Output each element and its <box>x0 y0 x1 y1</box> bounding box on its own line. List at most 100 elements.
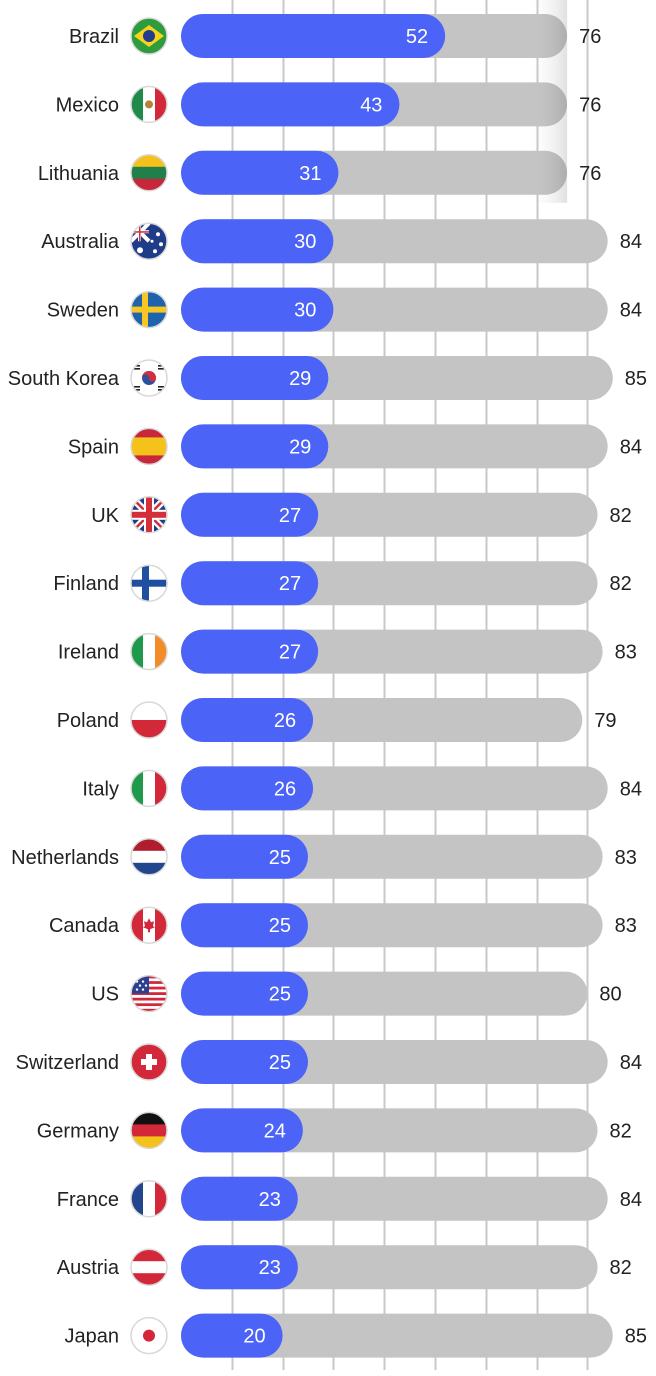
value-label: 23 <box>259 1257 281 1279</box>
bar-row: Germany 24 82 <box>37 1108 632 1153</box>
bar-row: Mexico 43 76 <box>56 82 601 127</box>
value-label: 26 <box>274 710 296 732</box>
value-label: 30 <box>294 231 316 253</box>
value-label: 29 <box>289 368 311 390</box>
primary-bar <box>181 903 308 948</box>
total-label: 79 <box>594 710 616 732</box>
bar-row: Poland 26 79 <box>57 698 617 742</box>
value-label: 25 <box>269 915 291 937</box>
total-label: 82 <box>610 1257 632 1279</box>
primary-bar <box>181 1108 303 1153</box>
country-label: Lithuania <box>38 163 120 185</box>
us-flag-icon <box>130 974 168 1013</box>
total-label: 84 <box>620 436 642 458</box>
total-label: 82 <box>610 1120 632 1142</box>
value-label: 27 <box>279 642 301 664</box>
primary-bar <box>181 1313 283 1358</box>
total-label: 84 <box>620 778 642 800</box>
bar-row: Japan 20 85 <box>65 1313 647 1358</box>
bar-row: Lithuania 31 76 <box>38 150 601 195</box>
value-label: 43 <box>360 94 382 116</box>
ireland-flag-icon <box>130 632 168 671</box>
brazil-flag-icon <box>130 17 168 55</box>
country-label: Mexico <box>56 94 119 116</box>
bar-row: Italy 26 84 <box>82 766 642 811</box>
country-label: Ireland <box>58 642 119 664</box>
total-bar <box>181 1313 613 1358</box>
total-label: 85 <box>625 1326 647 1348</box>
bar-row: Spain 29 84 <box>68 424 642 469</box>
country-label: Japan <box>65 1326 120 1348</box>
primary-bar <box>181 834 308 879</box>
bar-row: Australia 30 84 <box>41 219 642 264</box>
primary-bar <box>181 287 334 332</box>
value-label: 31 <box>299 163 321 185</box>
bar-row: Netherlands 25 83 <box>11 834 637 879</box>
bar-row: Sweden 30 84 <box>47 287 642 332</box>
country-label: UK <box>91 505 119 527</box>
france-flag-icon <box>130 1180 168 1218</box>
country-label: Spain <box>68 436 119 458</box>
primary-bar <box>181 766 314 811</box>
austria-flag-icon <box>130 1248 168 1286</box>
primary-bar <box>181 150 339 195</box>
country-label: Italy <box>82 778 119 800</box>
primary-bar <box>181 1176 298 1221</box>
value-label: 52 <box>406 26 428 48</box>
country-label: Finland <box>53 573 119 595</box>
total-label: 82 <box>610 573 632 595</box>
south-korea-flag-icon <box>130 359 168 397</box>
total-label: 83 <box>615 915 637 937</box>
bars: Brazil 52 76 Mexico 43 76 Lithuania 31 76 Austral… <box>8 0 647 1358</box>
total-label: 76 <box>579 26 601 48</box>
spain-flag-icon <box>130 427 168 466</box>
bar-row: South Korea 29 85 <box>8 356 647 400</box>
country-label: Canada <box>49 915 120 937</box>
primary-bar <box>181 698 314 742</box>
value-label: 26 <box>274 778 296 800</box>
value-label: 24 <box>264 1120 286 1142</box>
country-label: Sweden <box>47 300 119 322</box>
australia-flag-icon <box>130 222 168 260</box>
poland-flag-icon <box>130 701 168 739</box>
total-label: 83 <box>615 642 637 664</box>
canada-flag-icon <box>130 906 168 944</box>
country-label: Switzerland <box>16 1052 119 1074</box>
italy-flag-icon <box>130 769 168 808</box>
germany-flag-icon <box>130 1111 168 1150</box>
netherlands-flag-icon <box>130 838 168 876</box>
mexico-flag-icon <box>130 85 168 124</box>
total-label: 82 <box>610 505 632 527</box>
primary-bar <box>181 1245 298 1290</box>
uk-flag-icon <box>130 496 168 534</box>
total-label: 84 <box>620 1189 642 1211</box>
country-label: Germany <box>37 1120 119 1142</box>
value-label: 25 <box>269 847 291 869</box>
total-label: 84 <box>620 231 642 253</box>
bar-row: Austria 23 82 <box>57 1245 632 1290</box>
bar-row: Canada 25 83 <box>49 903 637 948</box>
finland-flag-icon <box>130 564 168 602</box>
switzerland-flag-icon <box>130 1043 168 1081</box>
value-label: 27 <box>279 505 301 527</box>
primary-bar <box>181 219 334 264</box>
primary-bar <box>181 492 319 537</box>
bar-row: Switzerland 25 84 <box>16 1040 642 1084</box>
total-label: 84 <box>620 1052 642 1074</box>
country-label: Poland <box>57 710 119 732</box>
primary-bar <box>181 629 319 674</box>
country-label: US <box>91 984 119 1006</box>
total-label: 84 <box>620 300 642 322</box>
grid-lines <box>231 0 589 1370</box>
value-label: 30 <box>294 300 316 322</box>
country-label: France <box>57 1189 119 1211</box>
bar-row: UK 27 82 <box>91 492 632 537</box>
bar-row: US 25 80 <box>91 971 622 1016</box>
country-label: Brazil <box>69 26 119 48</box>
scroll-shadow <box>527 0 568 203</box>
total-label: 80 <box>599 984 621 1006</box>
primary-bar <box>181 82 400 127</box>
primary-bar <box>181 971 308 1016</box>
primary-bar <box>181 14 446 58</box>
value-label: 29 <box>289 436 311 458</box>
